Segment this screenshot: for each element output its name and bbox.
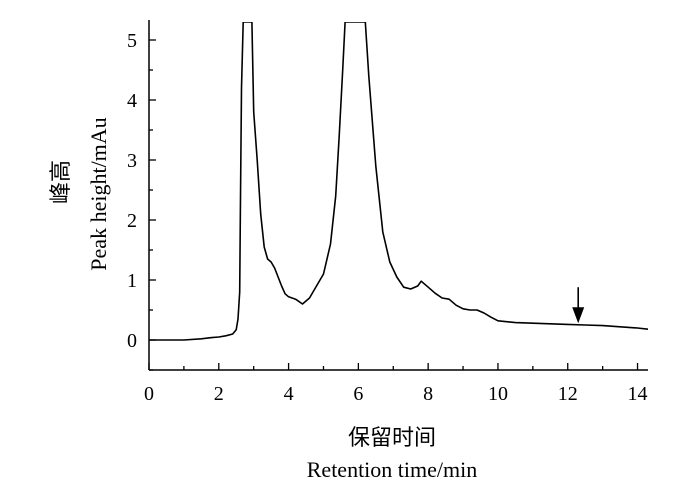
y-tick-label: 1 — [127, 270, 137, 292]
series-line-0 — [149, 22, 648, 341]
x-tick-label: 12 — [558, 383, 578, 405]
y-tick-label: 5 — [127, 30, 137, 52]
x-tick-label: 4 — [284, 383, 294, 405]
x-tick-label: 14 — [628, 383, 648, 405]
annotation-arrow-head — [572, 307, 585, 324]
axes — [148, 20, 648, 371]
plot-area — [149, 22, 648, 341]
x-tick-label: 8 — [423, 383, 433, 405]
x-axis-title: Retention time/min — [307, 457, 477, 482]
y-tick-label: 3 — [127, 150, 137, 172]
y-axis-title-cn: 峰高 — [48, 160, 73, 204]
y-axis-title: Peak height/mAu — [86, 117, 111, 270]
x-tick-label: 6 — [353, 383, 363, 405]
y-tick-label: 4 — [127, 90, 137, 112]
x-tick-label: 0 — [144, 383, 154, 405]
x-axis-title-cn: 保留时间 — [348, 425, 436, 450]
x-tick-label: 10 — [488, 383, 508, 405]
y-tick-label: 0 — [127, 330, 137, 352]
annotations — [572, 287, 585, 324]
x-tick-label: 2 — [214, 383, 224, 405]
y-tick-label: 2 — [127, 210, 137, 232]
